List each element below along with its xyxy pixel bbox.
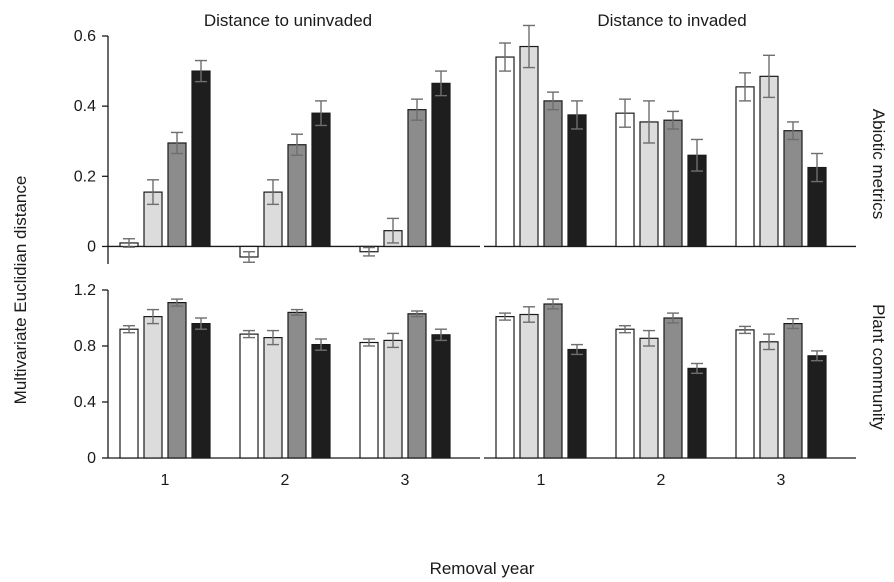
bar [807, 355, 827, 459]
x-tick-label: 3 [777, 472, 786, 489]
bar [759, 341, 779, 459]
bar [191, 70, 211, 248]
bar [431, 82, 451, 248]
y-tick-label: 0.4 [74, 394, 96, 411]
bar [191, 323, 211, 459]
x-axis-title: Removal year [430, 559, 535, 578]
bar [663, 119, 683, 248]
bar [615, 112, 635, 248]
y-axis-title: Multivariate Euclidian distance [11, 176, 30, 405]
bar [287, 311, 307, 459]
bar [495, 56, 515, 248]
bar [407, 313, 427, 459]
bar [735, 329, 755, 459]
bar [783, 323, 803, 459]
bar [407, 109, 427, 248]
bar [687, 367, 707, 459]
x-tick-label: 2 [657, 472, 666, 489]
bar [359, 341, 379, 459]
column-title-invaded: Distance to invaded [597, 11, 746, 30]
bar [759, 75, 779, 248]
bar [143, 316, 163, 459]
x-tick-label: 1 [537, 472, 546, 489]
row-label-abiotic: Abiotic metrics [869, 109, 888, 220]
bar [567, 114, 587, 248]
bar [119, 328, 139, 459]
x-tick-label: 1 [161, 472, 170, 489]
bar [495, 316, 515, 459]
y-tick-label: 0 [87, 238, 96, 255]
y-tick-label: 0.2 [74, 168, 96, 185]
x-tick-label: 3 [401, 472, 410, 489]
row-label-plant: Plant community [869, 304, 888, 430]
bar [239, 333, 259, 459]
bar [543, 100, 563, 248]
bar [639, 337, 659, 459]
y-tick-label: 0.8 [74, 338, 96, 355]
plot-area: 0 0.2 0.4 0.6 0 0.4 0.8 1.2 1 2 3 1 2 3 [74, 24, 856, 489]
bar [543, 303, 563, 459]
bar [167, 142, 187, 248]
column-title-uninvaded: Distance to uninvaded [204, 11, 372, 30]
y-tick-label: 1.2 [74, 282, 96, 299]
bar [311, 112, 331, 248]
bar [567, 348, 587, 459]
bar [519, 313, 539, 459]
bar [287, 144, 307, 248]
x-tick-label: 2 [281, 472, 290, 489]
bar [431, 334, 451, 459]
bar [663, 317, 683, 459]
y-tick-label: 0 [87, 450, 96, 467]
y-tick-label: 0.6 [74, 28, 96, 45]
bar [783, 130, 803, 248]
bar [735, 86, 755, 248]
bar [383, 339, 403, 459]
bar [263, 337, 283, 459]
bar [615, 328, 635, 459]
bar [519, 45, 539, 248]
y-tick-label: 0.4 [74, 98, 96, 115]
bar [311, 344, 331, 459]
bar [167, 302, 187, 459]
